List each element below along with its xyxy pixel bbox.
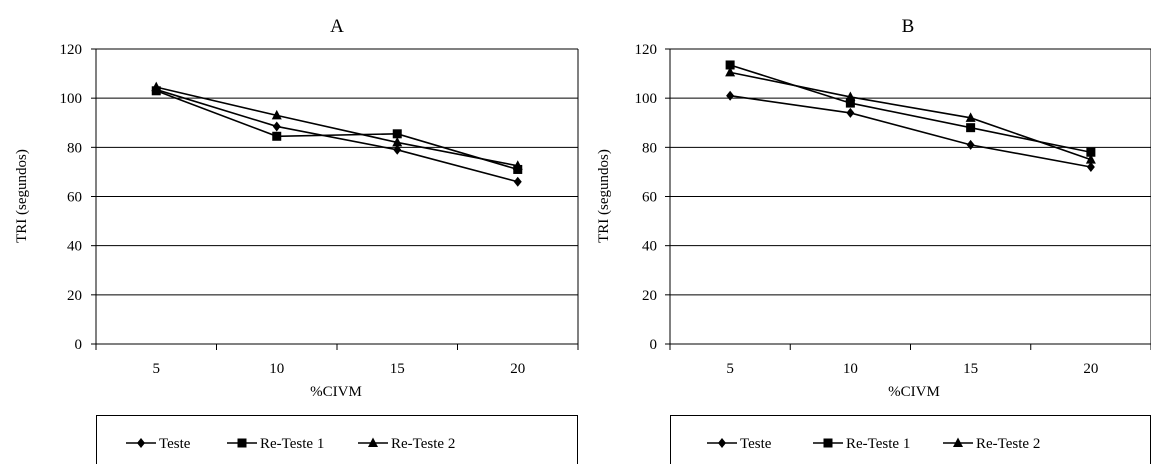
chart-a-series-line-2 bbox=[155, 90, 518, 171]
chart-b-series-1-point bbox=[726, 90, 735, 101]
chart-b-series-2-point bbox=[845, 98, 855, 108]
chart-b-legend-label: Teste bbox=[740, 436, 772, 452]
chart-b-xtick-label: 15 bbox=[963, 361, 978, 377]
chart-b-xlabel: %CIVM bbox=[888, 384, 940, 400]
chart-b-legend-label: Re-Teste 2 bbox=[976, 436, 1040, 452]
chart-b-series-1-point bbox=[1086, 162, 1095, 172]
chart-b-series-2-point bbox=[725, 60, 735, 70]
chart-a-xlabel: %CIVM bbox=[310, 384, 362, 400]
chart-b-series-1-point bbox=[846, 107, 855, 118]
chart-b-legend-swatch-marker bbox=[718, 438, 726, 448]
chart-a-ytick-label: 80 bbox=[67, 140, 82, 156]
chart-a-legend-swatch-marker bbox=[237, 438, 247, 448]
chart-b-title: B bbox=[902, 16, 915, 37]
chart-a-title: A bbox=[330, 16, 344, 37]
chart-a-series-3-point bbox=[512, 160, 523, 170]
chart-b-ytick-label: 40 bbox=[642, 239, 657, 255]
chart-b-series-3-point bbox=[725, 66, 736, 77]
chart-a-ytick-label: 120 bbox=[60, 42, 83, 58]
chart-b-svg: B TRI (segundos) %CIVM 0 20 40 60 80 100 120 5 1… bbox=[596, 16, 1151, 464]
chart-a-series-1-point bbox=[272, 121, 281, 132]
chart-a-svg: A TRI (segundos) %CIVM 0 20 40 60 80 100 120 5 1… bbox=[14, 16, 579, 464]
chart-a-series-2-point bbox=[392, 129, 402, 139]
chart-a-ytick-label: 100 bbox=[60, 91, 83, 107]
chart-b-ytick-label: 100 bbox=[635, 91, 658, 107]
chart-a-series-2-point bbox=[272, 131, 282, 141]
chart-a-series-line-1 bbox=[156, 88, 518, 183]
chart-a-legend-swatch-marker bbox=[137, 438, 145, 448]
chart-panel-b: B TRI (segundos) %CIVM 0 20 40 60 80 100 120 5 1… bbox=[575, 0, 1151, 464]
chart-a-xtick-label: 10 bbox=[269, 361, 284, 377]
chart-b-legend-swatch-marker bbox=[823, 438, 833, 448]
chart-b-series-3-point bbox=[965, 112, 976, 122]
chart-b-xtick-label: 5 bbox=[726, 361, 734, 377]
chart-b-series-1-point bbox=[966, 139, 975, 150]
chart-b-ytick-label: 60 bbox=[642, 190, 657, 206]
chart-a-legend-box bbox=[96, 415, 578, 464]
chart-b-xtick-label: 20 bbox=[1083, 361, 1098, 377]
chart-a-series-1-point bbox=[393, 144, 402, 155]
chart-b-legend-swatch-marker bbox=[953, 437, 963, 447]
chart-a-series-3-point bbox=[392, 136, 403, 147]
chart-a-ytick-label: 60 bbox=[67, 190, 82, 206]
chart-b-series-2-point bbox=[1086, 147, 1096, 157]
chart-b-legend-label: Re-Teste 1 bbox=[846, 436, 910, 452]
chart-b-series-2-point bbox=[966, 123, 976, 133]
chart-a-legend-swatch-marker bbox=[368, 437, 378, 447]
chart-a-ylabel: TRI (segundos) bbox=[14, 149, 30, 243]
chart-a-ytick-label: 0 bbox=[75, 337, 83, 353]
chart-b-ytick-label: 120 bbox=[635, 42, 658, 58]
chart-a-series-1-point bbox=[513, 176, 522, 187]
chart-a-ytick-label: 40 bbox=[67, 239, 82, 255]
chart-b-ytick-label: 20 bbox=[642, 288, 657, 304]
chart-a-series-line-3 bbox=[156, 86, 518, 167]
chart-b-ytick-label: 80 bbox=[642, 140, 657, 156]
chart-b-series-3-point bbox=[845, 91, 856, 101]
chart-b-series-line-1 bbox=[730, 94, 1092, 168]
chart-a-series-3-point bbox=[151, 81, 162, 92]
chart-a-ytick-label: 20 bbox=[67, 288, 82, 304]
chart-a-xtick-label: 5 bbox=[153, 361, 161, 377]
chart-panel-a: A TRI (segundos) %CIVM 0 20 40 60 80 100 120 5 1… bbox=[14, 16, 579, 464]
chart-a-xtick-label: 15 bbox=[390, 361, 405, 377]
chart-a-xtick-label: 20 bbox=[510, 361, 525, 377]
chart-a-legend-label: Re-Teste 1 bbox=[260, 436, 324, 452]
chart-a-series-3-point bbox=[271, 109, 282, 120]
chart-b-ylabel: TRI (segundos) bbox=[596, 149, 612, 243]
chart-b-series-line-2 bbox=[729, 64, 1092, 154]
chart-a-legend-label: Teste bbox=[159, 436, 191, 452]
chart-b-series-3-point bbox=[1085, 154, 1096, 164]
chart-b-xtick-label: 10 bbox=[843, 361, 858, 377]
chart-a-legend-label: Re-Teste 2 bbox=[391, 436, 455, 452]
chart-b-series-line-3 bbox=[729, 71, 1092, 161]
chart-b-ytick-label: 0 bbox=[650, 337, 658, 353]
